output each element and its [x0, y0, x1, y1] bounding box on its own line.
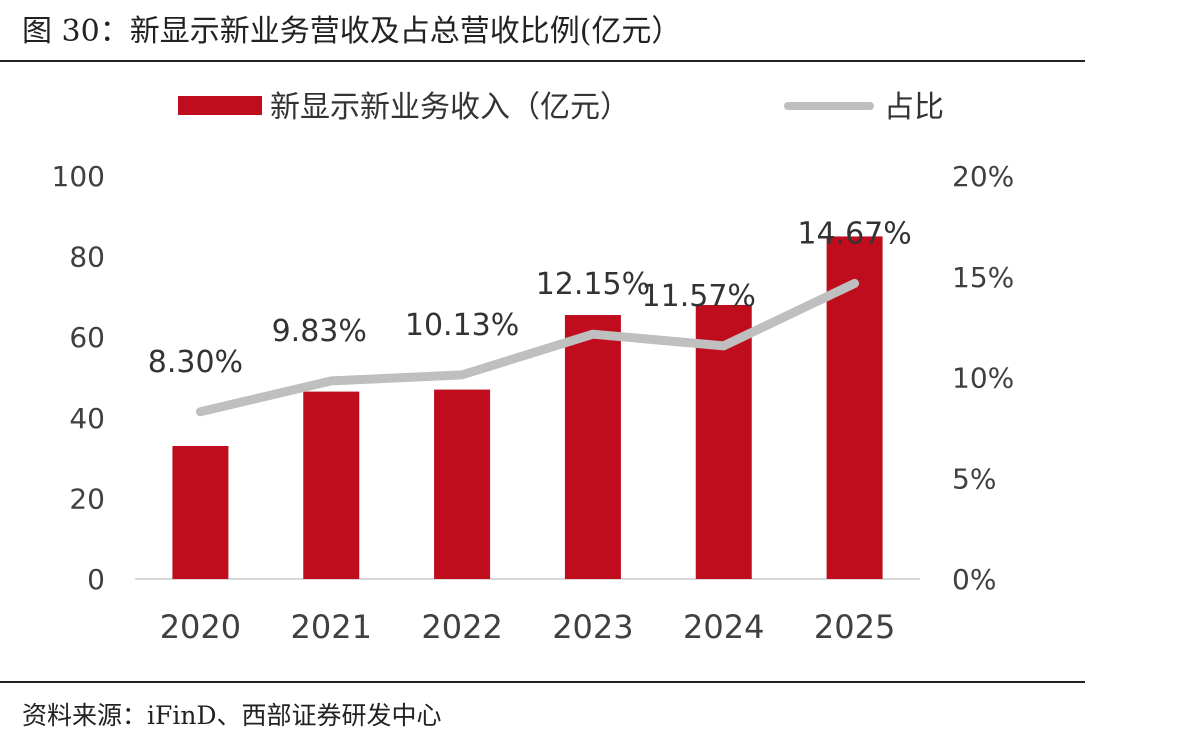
ratio-data-label: 14.67% [797, 216, 911, 251]
bar-2022 [434, 389, 491, 579]
ratio-point-2020 [199, 410, 202, 413]
y-left-tick-label: 80 [69, 241, 105, 274]
source-note: 资料来源：iFinD、西部证券研发中心 [22, 701, 442, 730]
legend-bar-label: 新显示新业务收入（亿元） [270, 90, 630, 125]
y-right-tick-label: 20% [952, 160, 1014, 193]
x-tick-label: 2025 [814, 608, 895, 646]
y-left-tick-label: 40 [69, 402, 105, 435]
y-left-tick-label: 0 [87, 563, 105, 596]
bar-2024 [695, 304, 752, 579]
title-rule [0, 60, 1085, 62]
legend-bar-swatch [178, 96, 262, 115]
figure-title: 图 30：新显示新业务营收及占总营收比例(亿元） [22, 14, 682, 49]
ratio-line [195, 278, 860, 417]
ratio-point-2022 [461, 373, 464, 376]
y-left-tick-label: 60 [69, 321, 105, 354]
bar-2021 [303, 391, 360, 579]
y-right-tick-label: 0% [952, 563, 996, 596]
x-tick-label: 2023 [552, 608, 633, 646]
ratio-point-2025 [853, 282, 856, 285]
bar-2023 [564, 315, 621, 579]
ratio-data-label: 10.13% [405, 308, 519, 343]
ratio-point-2024 [722, 344, 725, 347]
ratio-point-2023 [591, 333, 594, 336]
x-tick-label: 2022 [421, 608, 502, 646]
y-right-tick-label: 10% [952, 362, 1014, 395]
ratio-data-label: 12.15% [536, 267, 650, 302]
ratio-data-label: 8.30% [148, 345, 243, 380]
y-left-tick-label: 100 [52, 160, 105, 193]
ratio-data-label: 11.57% [642, 279, 756, 314]
x-tick-label: 2021 [291, 608, 372, 646]
x-tick-label: 2020 [160, 608, 241, 646]
x-tick-label: 2024 [683, 608, 764, 646]
legend-line-label: 占比 [884, 90, 944, 125]
source-rule [0, 681, 1085, 683]
y-right-tick-label: 5% [952, 462, 996, 495]
y-right-tick-label: 15% [952, 261, 1014, 294]
ratio-point-2021 [330, 379, 333, 382]
y-left-tick-label: 20 [69, 482, 105, 515]
ratio-data-label: 9.83% [272, 314, 367, 349]
bar-2020 [172, 446, 229, 579]
